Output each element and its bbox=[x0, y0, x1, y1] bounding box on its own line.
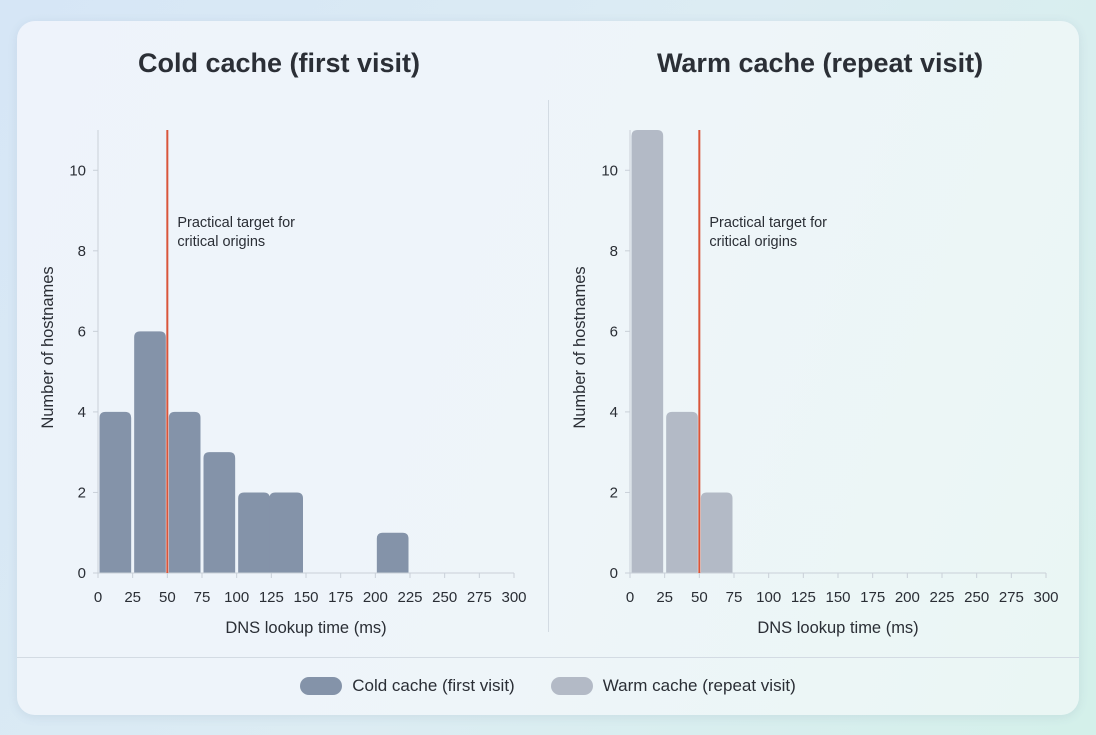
svg-text:175: 175 bbox=[328, 589, 353, 606]
svg-text:275: 275 bbox=[999, 589, 1024, 606]
svg-text:0: 0 bbox=[626, 589, 634, 606]
panel-divider bbox=[548, 100, 549, 632]
histogram-bar bbox=[666, 411, 698, 573]
svg-text:6: 6 bbox=[610, 323, 618, 340]
svg-text:10: 10 bbox=[601, 162, 618, 179]
svg-text:200: 200 bbox=[895, 589, 920, 606]
cold-swatch bbox=[300, 677, 343, 695]
svg-text:300: 300 bbox=[501, 589, 526, 606]
histogram-bar bbox=[99, 411, 132, 573]
svg-text:2: 2 bbox=[610, 484, 618, 501]
legend-item-warm: Warm cache (repeat visit) bbox=[550, 676, 796, 696]
svg-text:DNS lookup time (ms): DNS lookup time (ms) bbox=[757, 619, 918, 637]
histogram-bar bbox=[203, 452, 236, 573]
svg-text:Practical target for: Practical target for bbox=[177, 215, 295, 231]
svg-text:4: 4 bbox=[610, 404, 618, 421]
svg-text:100: 100 bbox=[224, 589, 249, 606]
svg-text:0: 0 bbox=[610, 565, 618, 582]
svg-text:200: 200 bbox=[363, 589, 388, 606]
svg-text:2: 2 bbox=[78, 484, 86, 501]
legend-item-cold: Cold cache (first visit) bbox=[300, 676, 515, 696]
svg-text:10: 10 bbox=[69, 162, 86, 179]
svg-text:0: 0 bbox=[78, 565, 86, 582]
warm-chart-title: Warm cache (repeat visit) bbox=[656, 48, 984, 78]
svg-text:25: 25 bbox=[124, 589, 141, 606]
svg-text:Practical target for: Practical target for bbox=[709, 215, 827, 231]
svg-text:50: 50 bbox=[159, 589, 176, 606]
histogram-bar bbox=[134, 331, 166, 573]
svg-text:8: 8 bbox=[78, 243, 86, 260]
svg-text:critical origins: critical origins bbox=[709, 234, 797, 250]
svg-text:4: 4 bbox=[78, 404, 86, 421]
svg-text:300: 300 bbox=[1033, 589, 1058, 606]
svg-text:150: 150 bbox=[825, 589, 850, 606]
svg-text:75: 75 bbox=[726, 589, 743, 606]
legend-label-warm: Warm cache (repeat visit) bbox=[602, 676, 796, 695]
svg-text:225: 225 bbox=[929, 589, 954, 606]
cold-chart-title: Cold cache (first visit) bbox=[137, 48, 421, 78]
svg-text:8: 8 bbox=[610, 243, 618, 260]
histogram-bar bbox=[269, 492, 303, 573]
svg-text:250: 250 bbox=[964, 589, 989, 606]
histogram-bar bbox=[238, 492, 270, 573]
histogram-bar bbox=[168, 411, 201, 573]
svg-text:75: 75 bbox=[194, 589, 211, 606]
svg-text:125: 125 bbox=[791, 589, 816, 606]
warm-swatch bbox=[550, 677, 593, 695]
svg-text:Number of hostnames: Number of hostnames bbox=[571, 266, 589, 428]
histogram-bar bbox=[376, 532, 409, 573]
legend: Cold cache (first visit) Warm cache (rep… bbox=[0, 676, 1096, 696]
histogram-bar bbox=[631, 130, 664, 573]
legend-label-cold: Cold cache (first visit) bbox=[352, 676, 515, 695]
svg-text:150: 150 bbox=[293, 589, 318, 606]
svg-text:6: 6 bbox=[78, 323, 86, 340]
svg-text:175: 175 bbox=[860, 589, 885, 606]
svg-text:Number of hostnames: Number of hostnames bbox=[39, 266, 57, 428]
svg-text:125: 125 bbox=[259, 589, 284, 606]
svg-text:0: 0 bbox=[94, 589, 102, 606]
histogram-bar bbox=[700, 492, 733, 573]
legend-divider bbox=[17, 657, 1079, 658]
svg-text:225: 225 bbox=[397, 589, 422, 606]
svg-text:critical origins: critical origins bbox=[177, 234, 265, 250]
svg-text:100: 100 bbox=[756, 589, 781, 606]
svg-text:50: 50 bbox=[691, 589, 708, 606]
svg-text:25: 25 bbox=[656, 589, 673, 606]
svg-text:DNS lookup time (ms): DNS lookup time (ms) bbox=[225, 619, 386, 637]
svg-text:250: 250 bbox=[432, 589, 457, 606]
svg-text:275: 275 bbox=[467, 589, 492, 606]
